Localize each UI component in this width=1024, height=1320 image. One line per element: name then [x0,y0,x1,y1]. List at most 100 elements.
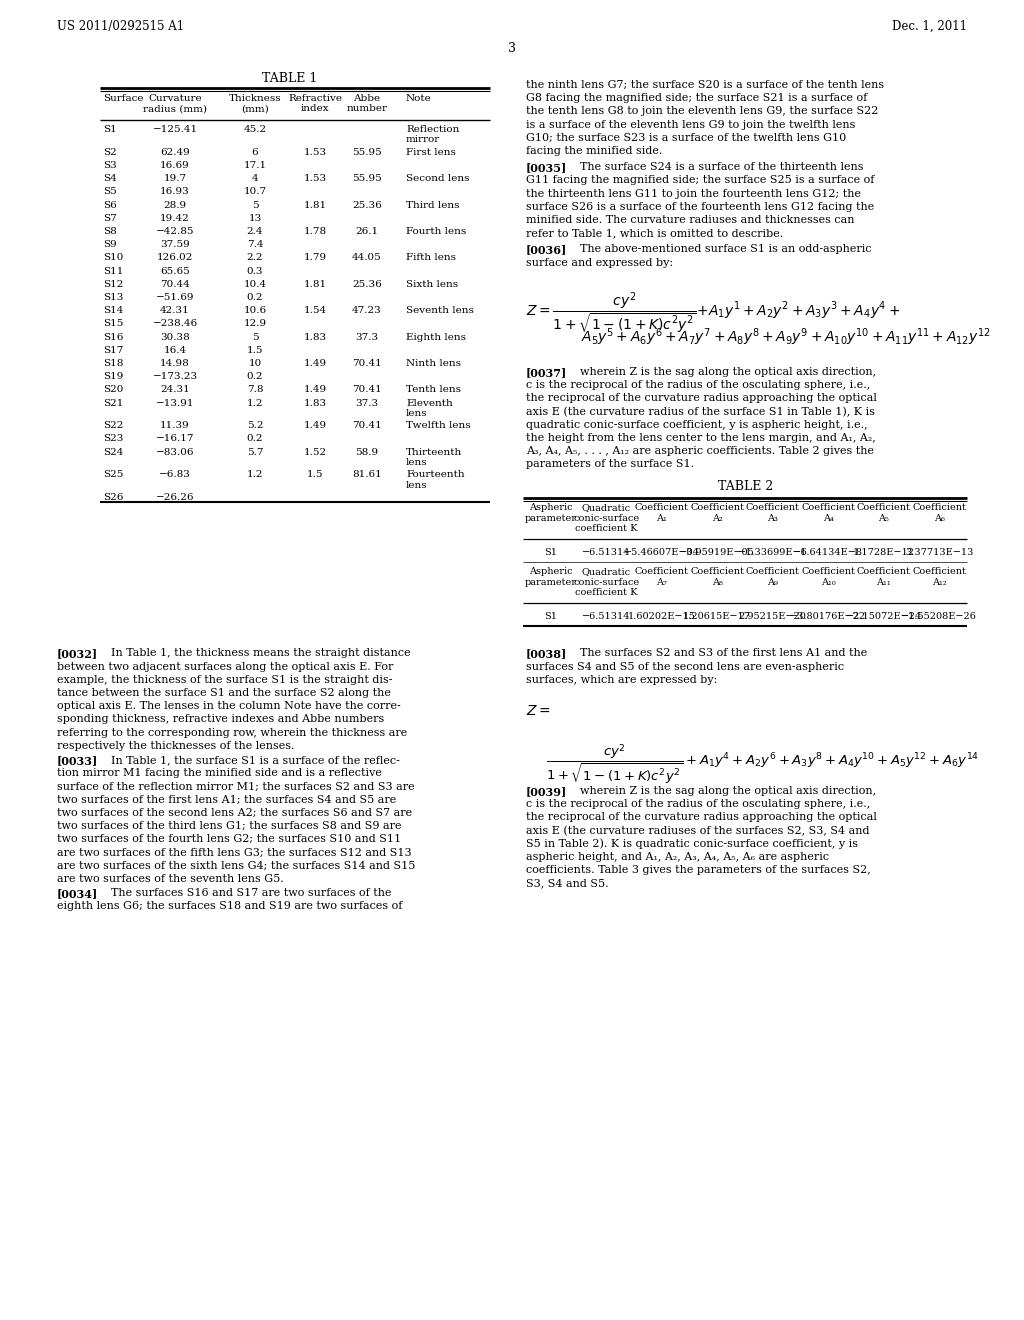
Text: S25: S25 [103,470,123,479]
Text: S14: S14 [103,306,123,315]
Text: 1.60202E−15: 1.60202E−15 [628,612,695,622]
Text: Coefficient
A₈: Coefficient A₈ [690,568,744,587]
Text: two surfaces of the first lens A1; the surfaces S​4 and S​5 are: two surfaces of the first lens A1; the s… [57,795,396,805]
Text: the reciprocal of the curvature radius approaching the optical: the reciprocal of the curvature radius a… [526,393,877,403]
Text: 17.1: 17.1 [244,161,266,170]
Text: S16: S16 [103,333,123,342]
Text: [0036]: [0036] [526,244,567,255]
Text: 10.4: 10.4 [244,280,266,289]
Text: 1.79: 1.79 [303,253,327,263]
Text: eighth lens G​6; the surfaces S​18 and S​19 are two surfaces of: eighth lens G​6; the surfaces S​18 and S… [57,902,402,911]
Text: Curvature
radius (mm): Curvature radius (mm) [143,94,207,114]
Text: Thickness
(mm): Thickness (mm) [228,94,282,114]
Text: Eleventh
lens: Eleventh lens [406,399,453,418]
Text: The surface S​24 is a surface of the thirteenth lens: The surface S​24 is a surface of the thi… [566,162,863,172]
Text: −173.23: −173.23 [153,372,198,381]
Text: wherein Z is the sag along the optical axis direction,: wherein Z is the sag along the optical a… [566,367,877,376]
Text: 25.36: 25.36 [352,201,382,210]
Text: 44.05: 44.05 [352,253,382,263]
Text: 5.2: 5.2 [247,421,263,430]
Text: [0039]: [0039] [526,785,567,797]
Text: 5: 5 [252,333,258,342]
Text: S4: S4 [103,174,117,183]
Text: Fourteenth
lens: Fourteenth lens [406,470,465,490]
Text: 2.95215E−20: 2.95215E−20 [738,612,807,622]
Text: S8: S8 [103,227,117,236]
Text: −3.95919E−05: −3.95919E−05 [679,548,755,557]
Text: Aspheric
parameter: Aspheric parameter [524,568,577,587]
Text: S22: S22 [103,421,123,430]
Text: S15: S15 [103,319,123,329]
Text: 1.2: 1.2 [247,470,263,479]
Text: Tenth lens: Tenth lens [406,385,461,395]
Text: 1.49: 1.49 [303,385,327,395]
Text: 1.54: 1.54 [303,306,327,315]
Text: two surfaces of the third lens G1; the surfaces S​8 and S​9 are: two surfaces of the third lens G1; the s… [57,821,401,832]
Text: aspheric height, and A₁, A₂, A₃, A₄, A₅, A₆ are aspheric: aspheric height, and A₁, A₂, A₃, A₄, A₅,… [526,851,829,862]
Text: 126.02: 126.02 [157,253,194,263]
Text: the reciprocal of the curvature radius approaching the optical: the reciprocal of the curvature radius a… [526,812,877,822]
Text: tance between the surface S1 and the surface S2 along the: tance between the surface S1 and the sur… [57,688,391,698]
Text: S11: S11 [103,267,123,276]
Text: [0033]: [0033] [57,755,98,766]
Text: Fifth lens: Fifth lens [406,253,456,263]
Text: c is the reciprocal of the radius of the osculating sphere, i.e.,: c is the reciprocal of the radius of the… [526,380,870,389]
Text: 5: 5 [252,201,258,210]
Text: are two surfaces of the seventh lens G​5.: are two surfaces of the seventh lens G​5… [57,874,284,884]
Text: 1.5: 1.5 [247,346,263,355]
Text: −1.55208E−26: −1.55208E−26 [901,612,977,622]
Text: S23: S23 [103,434,123,444]
Text: G​10; the surface S​23 is a surface of the twelfth lens G​10: G​10; the surface S​23 is a surface of t… [526,133,846,143]
Text: 0.3: 0.3 [247,267,263,276]
Text: 70.44: 70.44 [160,280,189,289]
Text: [0037]: [0037] [526,367,567,378]
Text: 10.6: 10.6 [244,306,266,315]
Text: 0.2: 0.2 [247,434,263,444]
Text: example, the thickness of the surface S1 is the straight dis-: example, the thickness of the surface S1… [57,675,392,685]
Text: $Z = \dfrac{cy^2}{1 + \sqrt{1-(1+K)c^2y^2}}$$ + A_1y^1 + A_2y^2 + A_3y^3 + A_4y^: $Z = \dfrac{cy^2}{1 + \sqrt{1-(1+K)c^2y^… [526,290,900,337]
Text: [0038]: [0038] [526,648,567,660]
Text: referring to the corresponding row, wherein the thickness are: referring to the corresponding row, wher… [57,727,408,738]
Text: Aspheric
parameter: Aspheric parameter [524,503,577,523]
Text: S​5 in Table 2). K is quadratic conic-surface coefficient, y is: S​5 in Table 2). K is quadratic conic-su… [526,838,858,849]
Text: 16.93: 16.93 [160,187,189,197]
Text: −51.69: −51.69 [156,293,195,302]
Text: 28.9: 28.9 [164,201,186,210]
Text: S9: S9 [103,240,117,249]
Text: 3.37713E−13: 3.37713E−13 [905,548,974,557]
Text: 11.39: 11.39 [160,421,189,430]
Text: S1: S1 [103,125,117,135]
Text: the tenth lens G​8 to join the eleventh lens G9, the surface S​22: the tenth lens G​8 to join the eleventh … [526,107,879,116]
Text: S18: S18 [103,359,123,368]
Text: Quadratic
conic-surface
coefficient K: Quadratic conic-surface coefficient K [573,568,639,597]
Text: 37.59: 37.59 [160,240,189,249]
Text: two surfaces of the fourth lens G​2; the surfaces S​10 and S​11: two surfaces of the fourth lens G​2; the… [57,834,401,845]
Text: is a surface of the eleventh lens G​9 to join the twelfth lens: is a surface of the eleventh lens G​9 to… [526,120,855,129]
Text: 10.7: 10.7 [244,187,266,197]
Text: 6: 6 [252,148,258,157]
Text: S17: S17 [103,346,123,355]
Text: S20: S20 [103,385,123,395]
Text: Coefficient
A₇: Coefficient A₇ [635,568,689,587]
Text: 26.1: 26.1 [355,227,379,236]
Text: US 2011/0292515 A1: US 2011/0292515 A1 [57,20,184,33]
Text: 0.2: 0.2 [247,293,263,302]
Text: Abbe
number: Abbe number [346,94,387,114]
Text: optical axis E. The lenses in the column Note have the corre-: optical axis E. The lenses in the column… [57,701,400,711]
Text: two surfaces of the second lens A2; the surfaces S​6 and S​7 are: two surfaces of the second lens A2; the … [57,808,412,818]
Text: −6.51314: −6.51314 [582,548,631,557]
Text: S13: S13 [103,293,123,302]
Text: 1.81: 1.81 [303,201,327,210]
Text: 1.83: 1.83 [303,333,327,342]
Text: 24.31: 24.31 [160,385,189,395]
Text: minified side. The curvature radiuses and thicknesses can: minified side. The curvature radiuses an… [526,215,854,224]
Text: −42.85: −42.85 [156,227,195,236]
Text: −238.46: −238.46 [153,319,198,329]
Text: G​8 facing the magnified side; the surface S​21 is a surface of: G​8 facing the magnified side; the surfa… [526,94,867,103]
Text: 1.81: 1.81 [303,280,327,289]
Text: axis E (the curvature radius of the surface S​1 in Table 1), K is: axis E (the curvature radius of the surf… [526,407,874,417]
Text: S10: S10 [103,253,123,263]
Text: 13: 13 [249,214,261,223]
Text: surface S​26 is a surface of the fourteenth lens G​12 facing the: surface S​26 is a surface of the fourtee… [526,202,874,211]
Text: 14.98: 14.98 [160,359,189,368]
